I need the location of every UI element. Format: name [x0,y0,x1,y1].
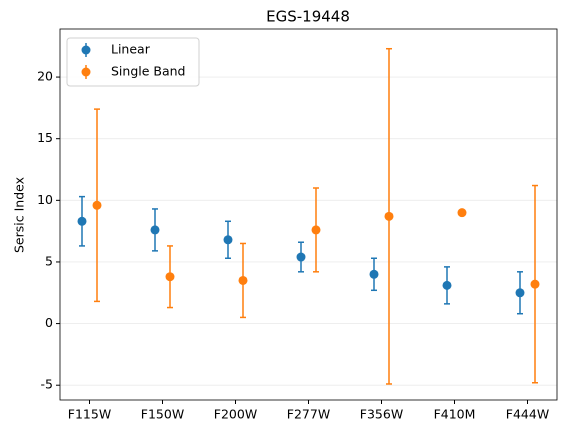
legend-marker [81,45,91,55]
legend-label: Single Band [111,64,186,79]
point [384,211,394,221]
point [457,208,467,218]
legend-box [66,37,200,87]
point [442,280,452,290]
point [238,275,248,285]
point [165,272,175,282]
point [369,269,379,279]
chart-title: EGS-19448 [266,8,350,26]
y-tick-label: 5 [45,253,53,268]
point [77,216,87,226]
y-tick-label: 20 [37,69,53,84]
point [92,200,102,210]
x-tick-label: F200W [214,407,257,422]
point [296,252,306,262]
y-tick-label: 15 [37,130,53,145]
point [515,288,525,298]
y-axis-label: Sersic Index [12,177,27,253]
y-tick-label: -5 [41,377,53,392]
x-tick-label: F444W [506,407,549,422]
legend-marker [81,67,91,77]
y-tick-label: 0 [45,315,53,330]
x-tick-label: F150W [141,407,184,422]
x-tick-label: F277W [287,407,330,422]
point [530,279,540,289]
point [223,235,233,245]
point [150,225,160,235]
point [311,225,321,235]
x-tick-label: F115W [68,407,111,422]
legend-label: Linear [111,42,151,57]
x-tick-label: F410M [434,407,476,422]
y-tick-label: 10 [37,192,53,207]
plot-frame [59,28,558,401]
x-tick-label: F356W [360,407,403,422]
